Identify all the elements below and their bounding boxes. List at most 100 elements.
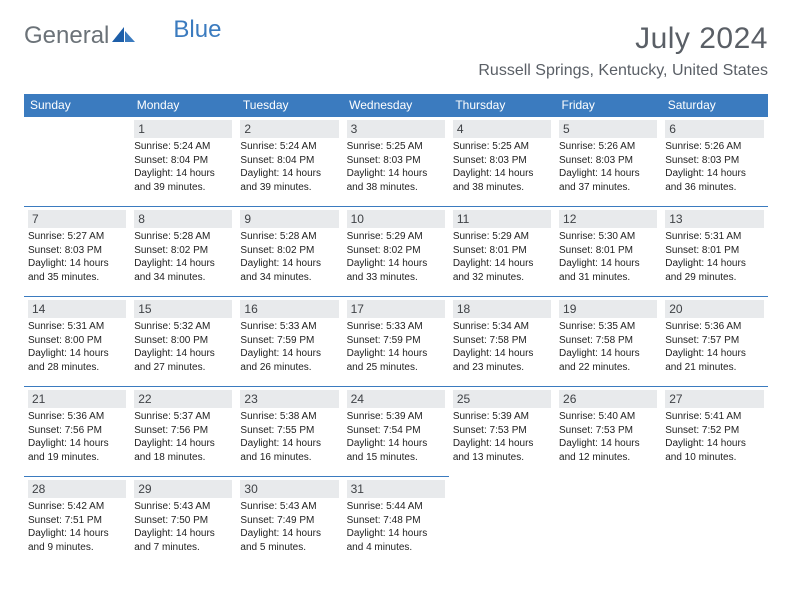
daylight-text: Daylight: 14 hours — [665, 257, 763, 271]
day-number: 9 — [240, 210, 338, 228]
day-number: 4 — [453, 120, 551, 138]
day-header: Wednesday — [343, 94, 449, 117]
daylight-text: Daylight: 14 hours — [240, 527, 338, 541]
calendar-cell: 20Sunrise: 5:36 AMSunset: 7:57 PMDayligh… — [661, 297, 767, 387]
brand-part1: General — [24, 22, 109, 50]
daylight-text: and 7 minutes. — [134, 541, 232, 555]
sunrise-text: Sunrise: 5:31 AM — [665, 230, 763, 244]
sunrise-text: Sunrise: 5:29 AM — [347, 230, 445, 244]
day-number: 15 — [134, 300, 232, 318]
daylight-text: Daylight: 14 hours — [28, 527, 126, 541]
day-number: 11 — [453, 210, 551, 228]
calendar-cell — [449, 477, 555, 567]
day-header: Thursday — [449, 94, 555, 117]
sunset-text: Sunset: 8:01 PM — [665, 244, 763, 258]
daylight-text: Daylight: 14 hours — [453, 347, 551, 361]
calendar-cell: 4 Sunrise: 5:25 AMSunset: 8:03 PMDaylight… — [449, 117, 555, 207]
day-number: 6 — [665, 120, 763, 138]
daylight-text: and 31 minutes. — [559, 271, 657, 285]
daylight-text: and 21 minutes. — [665, 361, 763, 375]
calendar-cell: 30Sunrise: 5:43 AMSunset: 7:49 PMDayligh… — [236, 477, 342, 567]
day-number: 31 — [347, 480, 445, 498]
day-number: 13 — [665, 210, 763, 228]
sunrise-text: Sunrise: 5:34 AM — [453, 320, 551, 334]
calendar-cell: 10Sunrise: 5:29 AMSunset: 8:02 PMDayligh… — [343, 207, 449, 297]
day-number: 5 — [559, 120, 657, 138]
day-number: 7 — [28, 210, 126, 228]
daylight-text: Daylight: 14 hours — [559, 347, 657, 361]
sunset-text: Sunset: 8:01 PM — [453, 244, 551, 258]
calendar-cell: 15Sunrise: 5:32 AMSunset: 8:00 PMDayligh… — [130, 297, 236, 387]
daylight-text: and 28 minutes. — [28, 361, 126, 375]
calendar-cell: 12Sunrise: 5:30 AMSunset: 8:01 PMDayligh… — [555, 207, 661, 297]
sunset-text: Sunset: 7:56 PM — [28, 424, 126, 438]
daylight-text: Daylight: 14 hours — [665, 347, 763, 361]
day-number: 14 — [28, 300, 126, 318]
daylight-text: and 39 minutes. — [240, 181, 338, 195]
sunset-text: Sunset: 7:53 PM — [453, 424, 551, 438]
sunset-text: Sunset: 7:59 PM — [240, 334, 338, 348]
daylight-text: and 5 minutes. — [240, 541, 338, 555]
day-number: 21 — [28, 390, 126, 408]
day-header: Friday — [555, 94, 661, 117]
daylight-text: and 13 minutes. — [453, 451, 551, 465]
daylight-text: Daylight: 14 hours — [665, 437, 763, 451]
day-number: 28 — [28, 480, 126, 498]
daylight-text: Daylight: 14 hours — [28, 257, 126, 271]
daylight-text: and 23 minutes. — [453, 361, 551, 375]
daylight-text: and 12 minutes. — [559, 451, 657, 465]
daylight-text: and 22 minutes. — [559, 361, 657, 375]
day-number: 23 — [240, 390, 338, 408]
sunrise-text: Sunrise: 5:27 AM — [28, 230, 126, 244]
sunset-text: Sunset: 7:50 PM — [134, 514, 232, 528]
sunrise-text: Sunrise: 5:24 AM — [134, 140, 232, 154]
sunrise-text: Sunrise: 5:41 AM — [665, 410, 763, 424]
day-number: 27 — [665, 390, 763, 408]
daylight-text: and 32 minutes. — [453, 271, 551, 285]
sunrise-text: Sunrise: 5:43 AM — [134, 500, 232, 514]
daylight-text: Daylight: 14 hours — [240, 347, 338, 361]
daylight-text: Daylight: 14 hours — [453, 437, 551, 451]
sunrise-text: Sunrise: 5:24 AM — [240, 140, 338, 154]
sunset-text: Sunset: 7:51 PM — [28, 514, 126, 528]
sunset-text: Sunset: 7:59 PM — [347, 334, 445, 348]
daylight-text: Daylight: 14 hours — [134, 347, 232, 361]
daylight-text: Daylight: 14 hours — [559, 257, 657, 271]
calendar-cell: 22Sunrise: 5:37 AMSunset: 7:56 PMDayligh… — [130, 387, 236, 477]
page-title: July 2024 — [478, 22, 768, 56]
daylight-text: Daylight: 14 hours — [347, 167, 445, 181]
daylight-text: and 9 minutes. — [28, 541, 126, 555]
sunrise-text: Sunrise: 5:25 AM — [453, 140, 551, 154]
calendar-cell — [661, 477, 767, 567]
sunrise-text: Sunrise: 5:39 AM — [347, 410, 445, 424]
sunrise-text: Sunrise: 5:28 AM — [134, 230, 232, 244]
sunrise-text: Sunrise: 5:33 AM — [240, 320, 338, 334]
day-number: 29 — [134, 480, 232, 498]
day-header: Tuesday — [236, 94, 342, 117]
calendar-cell: 18Sunrise: 5:34 AMSunset: 7:58 PMDayligh… — [449, 297, 555, 387]
page-header: General Blue July 2024 Russell Springs, … — [24, 22, 768, 80]
calendar-cell: 14Sunrise: 5:31 AMSunset: 8:00 PMDayligh… — [24, 297, 130, 387]
calendar-cell — [24, 117, 130, 207]
daylight-text: and 27 minutes. — [134, 361, 232, 375]
daylight-text: Daylight: 14 hours — [240, 167, 338, 181]
calendar-row: 1Sunrise: 5:24 AMSunset: 8:04 PMDaylight… — [24, 117, 768, 207]
daylight-text: Daylight: 14 hours — [453, 167, 551, 181]
sunrise-text: Sunrise: 5:25 AM — [347, 140, 445, 154]
sunrise-text: Sunrise: 5:40 AM — [559, 410, 657, 424]
day-header: Saturday — [661, 94, 767, 117]
sunset-text: Sunset: 8:03 PM — [453, 154, 551, 168]
calendar-row: 7Sunrise: 5:27 AMSunset: 8:03 PMDaylight… — [24, 207, 768, 297]
header-right: July 2024 Russell Springs, Kentucky, Uni… — [478, 22, 768, 80]
calendar-cell: 9Sunrise: 5:28 AMSunset: 8:02 PMDaylight… — [236, 207, 342, 297]
sunset-text: Sunset: 8:00 PM — [28, 334, 126, 348]
sunrise-text: Sunrise: 5:28 AM — [240, 230, 338, 244]
daylight-text: Daylight: 14 hours — [559, 437, 657, 451]
daylight-text: and 39 minutes. — [134, 181, 232, 195]
sunset-text: Sunset: 8:04 PM — [240, 154, 338, 168]
calendar-cell: 26Sunrise: 5:40 AMSunset: 7:53 PMDayligh… — [555, 387, 661, 477]
calendar-cell: 27Sunrise: 5:41 AMSunset: 7:52 PMDayligh… — [661, 387, 767, 477]
sunset-text: Sunset: 7:58 PM — [453, 334, 551, 348]
sunrise-text: Sunrise: 5:30 AM — [559, 230, 657, 244]
sunset-text: Sunset: 8:02 PM — [240, 244, 338, 258]
